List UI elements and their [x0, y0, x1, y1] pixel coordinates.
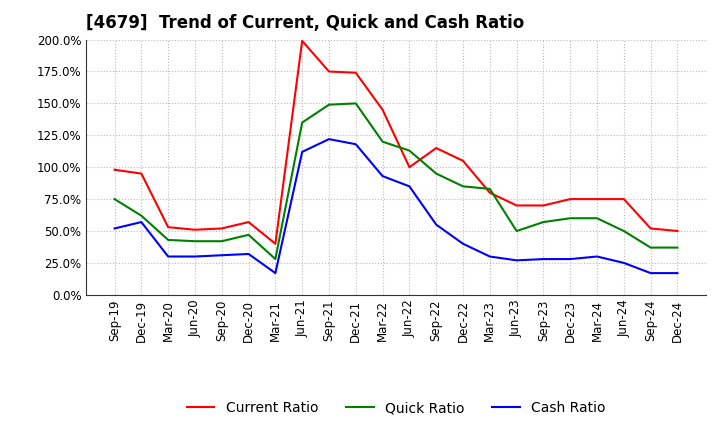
- Cash Ratio: [217, 253, 226, 258]
- Cash Ratio: [513, 258, 521, 263]
- Quick Ratio: [673, 245, 682, 250]
- Current Ratio: [137, 171, 145, 176]
- Cash Ratio: [566, 257, 575, 262]
- Current Ratio: [325, 69, 333, 74]
- Quick Ratio: [647, 245, 655, 250]
- Quick Ratio: [513, 228, 521, 234]
- Cash Ratio: [673, 271, 682, 276]
- Quick Ratio: [271, 257, 279, 262]
- Cash Ratio: [351, 142, 360, 147]
- Quick Ratio: [593, 216, 601, 221]
- Quick Ratio: [191, 238, 199, 244]
- Current Ratio: [378, 107, 387, 112]
- Cash Ratio: [647, 271, 655, 276]
- Quick Ratio: [378, 139, 387, 144]
- Line: Current Ratio: Current Ratio: [114, 41, 678, 244]
- Quick Ratio: [217, 238, 226, 244]
- Current Ratio: [405, 165, 414, 170]
- Current Ratio: [485, 190, 494, 195]
- Cash Ratio: [539, 257, 548, 262]
- Current Ratio: [593, 196, 601, 202]
- Quick Ratio: [619, 228, 628, 234]
- Quick Ratio: [137, 213, 145, 218]
- Quick Ratio: [110, 196, 119, 202]
- Current Ratio: [673, 228, 682, 234]
- Current Ratio: [432, 145, 441, 150]
- Text: [4679]  Trend of Current, Quick and Cash Ratio: [4679] Trend of Current, Quick and Cash …: [86, 15, 525, 33]
- Cash Ratio: [378, 173, 387, 179]
- Quick Ratio: [298, 120, 307, 125]
- Cash Ratio: [619, 260, 628, 266]
- Current Ratio: [298, 38, 307, 44]
- Cash Ratio: [271, 271, 279, 276]
- Line: Quick Ratio: Quick Ratio: [114, 103, 678, 259]
- Current Ratio: [351, 70, 360, 75]
- Current Ratio: [459, 158, 467, 163]
- Current Ratio: [244, 220, 253, 225]
- Current Ratio: [513, 203, 521, 208]
- Current Ratio: [217, 226, 226, 231]
- Quick Ratio: [539, 220, 548, 225]
- Current Ratio: [619, 196, 628, 202]
- Current Ratio: [566, 196, 575, 202]
- Cash Ratio: [325, 136, 333, 142]
- Cash Ratio: [110, 226, 119, 231]
- Cash Ratio: [191, 254, 199, 259]
- Quick Ratio: [566, 216, 575, 221]
- Cash Ratio: [405, 184, 414, 189]
- Quick Ratio: [164, 237, 173, 242]
- Quick Ratio: [351, 101, 360, 106]
- Cash Ratio: [164, 254, 173, 259]
- Cash Ratio: [432, 222, 441, 227]
- Cash Ratio: [244, 251, 253, 257]
- Cash Ratio: [298, 149, 307, 154]
- Quick Ratio: [485, 186, 494, 191]
- Cash Ratio: [485, 254, 494, 259]
- Current Ratio: [110, 167, 119, 172]
- Cash Ratio: [459, 241, 467, 246]
- Current Ratio: [271, 241, 279, 246]
- Quick Ratio: [459, 184, 467, 189]
- Quick Ratio: [432, 171, 441, 176]
- Line: Cash Ratio: Cash Ratio: [114, 139, 678, 273]
- Current Ratio: [164, 224, 173, 230]
- Current Ratio: [191, 227, 199, 232]
- Quick Ratio: [244, 232, 253, 238]
- Legend: Current Ratio, Quick Ratio, Cash Ratio: Current Ratio, Quick Ratio, Cash Ratio: [181, 396, 611, 421]
- Current Ratio: [647, 226, 655, 231]
- Quick Ratio: [325, 102, 333, 107]
- Cash Ratio: [593, 254, 601, 259]
- Quick Ratio: [405, 148, 414, 153]
- Cash Ratio: [137, 220, 145, 225]
- Current Ratio: [539, 203, 548, 208]
